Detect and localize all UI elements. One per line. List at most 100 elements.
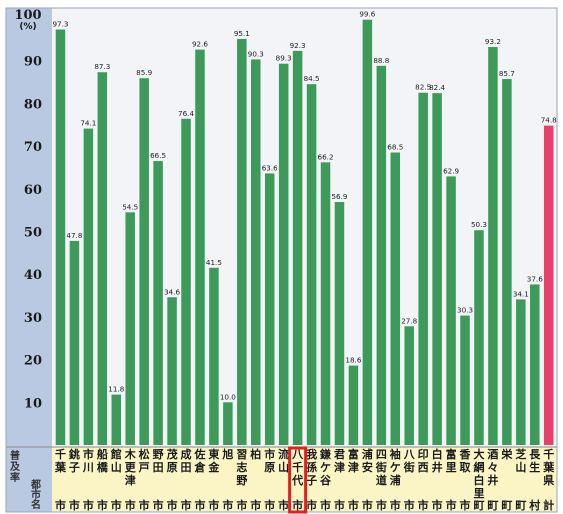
city-name-char: 山: [111, 460, 122, 474]
bar: [488, 47, 498, 445]
bar-value-label: 18.6: [345, 356, 361, 365]
bar: [530, 284, 540, 445]
bar-value-label: 97.3: [52, 20, 68, 29]
city-name: 長生村: [529, 448, 541, 512]
bar-value-label: 92.6: [192, 40, 208, 49]
city-name-char: 市: [306, 498, 317, 512]
row-label-city-char: 名: [31, 498, 41, 511]
y-tick-label: 30: [24, 311, 42, 326]
bar-value-label: 87.3: [94, 62, 110, 71]
city-name-char: 銚: [69, 447, 80, 461]
city-name-char: 里: [446, 461, 457, 474]
bar: [376, 65, 387, 445]
city-name-char: 野: [236, 474, 247, 487]
city-name-char: 市: [348, 498, 359, 512]
bar-value-label: 90.3: [248, 49, 264, 58]
row-label-rate-char: 率: [10, 471, 20, 484]
city-name: 流山市: [278, 447, 289, 512]
bar-value-label: 82.4: [429, 83, 445, 92]
city-name: 佐倉市: [193, 447, 206, 512]
bar-value-label: 74.8: [541, 116, 557, 125]
bar: [181, 118, 191, 445]
city-name-char: 市: [139, 498, 150, 512]
city-name: 芝山町: [515, 447, 526, 512]
city-name-char: 谷: [320, 473, 332, 487]
city-name-char: 市: [264, 498, 275, 512]
city-name-char: 酒: [487, 448, 498, 461]
city-name-char: 君: [334, 448, 345, 461]
city-name-char: 市: [432, 498, 443, 512]
city-name-char: 子: [69, 461, 80, 474]
bar: [167, 297, 177, 445]
bar-value-label: 89.3: [276, 54, 292, 63]
city-name-char: 村: [529, 498, 540, 512]
city-name: 富津市: [348, 447, 359, 512]
bar: [139, 78, 149, 445]
city-name: 成田市: [181, 447, 192, 512]
city-name-char: 市: [292, 498, 303, 512]
bar-value-label: 27.8: [401, 316, 417, 325]
bar: [446, 176, 456, 446]
bar: [418, 92, 428, 445]
row-label-city-char: 市: [31, 488, 41, 501]
city-name-char: 茂: [167, 447, 178, 461]
bar: [348, 365, 359, 445]
bar-value-label: 88.8: [373, 56, 389, 65]
city-name-char: 船: [97, 447, 108, 461]
city-name-char: 浦: [390, 473, 401, 487]
city-name-char: 市: [181, 498, 192, 512]
bar-value-label: 66.5: [150, 151, 166, 160]
city-name: 茂原市: [167, 447, 178, 512]
city-name-char: 川: [82, 461, 94, 474]
city-name-char: 流: [278, 447, 289, 461]
city-name-char: 八: [291, 448, 304, 461]
bar: [390, 152, 401, 445]
y-tick-label: 50: [24, 226, 42, 241]
city-name-char: ケ: [390, 461, 401, 474]
city-name-char: 袖: [390, 447, 401, 461]
city-name-char: 田: [181, 461, 192, 474]
city-name-char: 道: [376, 473, 387, 487]
row-label-rate-char: 及: [10, 461, 21, 473]
city-name-char: 市: [69, 498, 80, 512]
city-name-char: 市: [376, 498, 387, 512]
city-name-char: 栄: [500, 447, 513, 461]
city-name: 船橋市: [97, 447, 109, 512]
bar-value-label: 85.7: [499, 69, 515, 78]
city-name: 松戸市: [139, 447, 150, 512]
city-name-char: 戸: [139, 461, 150, 474]
city-name-char: 市: [320, 498, 331, 512]
city-name-char: 館: [110, 447, 122, 461]
city-name-char: 市: [390, 498, 401, 512]
city-name-char: 香: [459, 447, 472, 461]
city-name-char: 浦: [362, 447, 373, 461]
bar-value-label: 84.5: [304, 74, 320, 83]
y-tick-label: 60: [24, 183, 42, 198]
city-name-char: 鎌: [319, 447, 331, 461]
bar: [306, 84, 317, 445]
city-name-char: 西: [418, 461, 429, 474]
bar-value-label: 85.9: [136, 68, 152, 77]
city-name-char: 町: [501, 499, 512, 512]
bar: [223, 402, 233, 445]
city-name: 香取市: [459, 447, 472, 512]
bar: [460, 315, 470, 445]
city-name-char: 白: [473, 473, 484, 487]
city-name-char: 市: [362, 498, 373, 512]
bar: [97, 72, 108, 445]
city-name-char: 取: [460, 461, 471, 474]
city-name-char: 市: [83, 498, 94, 512]
bar-value-label: 56.9: [331, 192, 347, 201]
city-name-char: 津: [348, 460, 359, 474]
city-name-char: 市: [167, 498, 178, 512]
bar: [432, 93, 442, 445]
city-name-char: 四: [376, 448, 387, 461]
